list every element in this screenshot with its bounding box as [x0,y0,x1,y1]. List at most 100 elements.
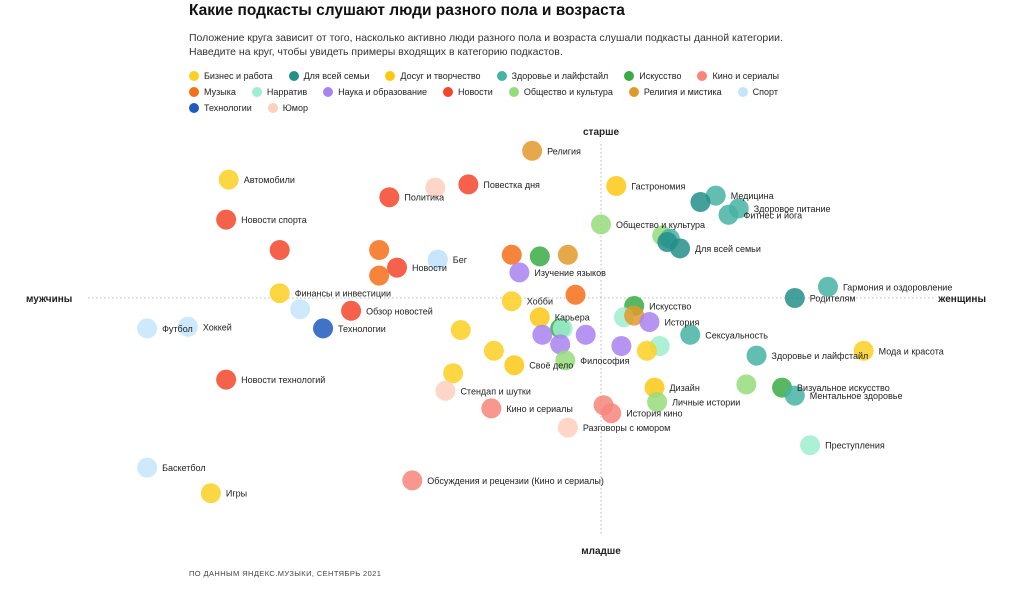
data-point[interactable] [313,318,334,339]
legend-swatch [628,87,639,97]
data-point[interactable] [555,350,576,371]
point-label: Фитнес и йога [744,210,803,220]
data-point[interactable] [680,324,701,345]
data-point[interactable] [200,483,221,504]
data-point[interactable] [218,169,239,190]
legend-label: Технологии [204,103,252,113]
data-point[interactable] [501,244,522,265]
data-point[interactable] [552,318,573,339]
point-label: История кино [626,409,682,419]
legend-item[interactable]: Религия и мистика [628,84,722,100]
data-point[interactable] [529,246,550,267]
data-point[interactable] [647,392,668,412]
data-point[interactable] [690,192,711,212]
data-point[interactable] [269,240,290,260]
data-point[interactable] [341,300,362,321]
data-point[interactable] [591,214,611,235]
data-point[interactable] [481,398,502,419]
source-note: ПО ДАННЫМ ЯНДЕКС.МУЗЫКИ, СЕНТЯБРЬ 2021 [189,569,382,578]
data-point[interactable] [450,320,471,340]
point-label: Бег [453,255,468,265]
legend-item[interactable]: Наука и образование [323,84,427,100]
data-point[interactable] [746,345,767,366]
legend-item[interactable]: Кино и сериалы [697,68,779,84]
legend-swatch [697,71,708,81]
point-label: Карьера [555,313,590,323]
legend-label: Здоровье и лайфстайл [511,71,609,81]
data-point[interactable] [427,249,448,270]
data-point[interactable] [624,305,645,326]
data-point[interactable] [532,324,553,345]
data-point[interactable] [216,369,237,390]
data-point[interactable] [529,307,550,328]
data-point[interactable] [443,363,464,384]
legend-item[interactable]: Спорт [737,84,778,100]
legend-item[interactable]: Для всей семьи [288,68,369,84]
point-label: Финансы и инвестиции [295,289,391,299]
data-point[interactable] [601,403,622,424]
data-point[interactable] [705,185,726,206]
point-label: Автомобили [244,175,295,185]
data-point[interactable] [784,385,805,406]
data-point[interactable] [177,316,198,337]
legend-swatch [737,87,748,97]
legend-item[interactable]: Досуг и творчество [385,68,481,84]
point-label: Гармония и оздоровление [843,282,952,292]
data-point[interactable] [557,244,578,265]
data-point[interactable] [458,174,479,195]
data-point[interactable] [611,336,632,356]
legend-item[interactable]: Искусство [624,68,681,84]
point-label: Здоровье и лайфстайл [772,351,869,361]
legend-item[interactable]: Юмор [267,100,308,116]
data-point[interactable] [137,318,158,339]
data-point[interactable] [565,284,586,305]
legend-item[interactable]: Здоровье и лайфстайл [496,68,609,84]
point-label: Хобби [527,297,553,307]
legend-item[interactable]: Новости [442,84,493,100]
data-point[interactable] [369,240,390,260]
data-point[interactable] [379,187,400,208]
data-point[interactable] [575,324,596,345]
data-point[interactable] [137,457,158,478]
data-point[interactable] [817,276,838,297]
data-point[interactable] [483,340,504,361]
legend-item[interactable]: Технологии [189,100,252,116]
legend-label: Кино и сериалы [712,71,780,81]
data-point[interactable] [853,340,874,361]
point-label: Политика [404,193,444,203]
data-point[interactable] [387,257,407,278]
data-point[interactable] [522,140,543,161]
point-label: Обзор новостей [366,306,433,316]
point-label: Баскетбол [162,463,206,473]
data-point[interactable] [784,288,805,308]
data-point[interactable] [557,417,578,438]
point-label: Сексуальность [705,330,768,340]
data-point[interactable] [718,204,739,225]
data-point[interactable] [369,265,390,286]
data-point[interactable] [550,334,571,355]
data-point[interactable] [606,176,627,196]
data-point[interactable] [269,283,290,304]
legend-item[interactable]: Бизнес и работа [189,68,273,84]
axis-label-right: женщины [937,294,986,305]
data-point[interactable] [501,291,522,312]
data-point[interactable] [639,312,660,332]
data-point[interactable] [216,209,237,230]
data-point[interactable] [290,299,311,320]
data-point[interactable] [670,238,691,259]
data-point[interactable] [800,435,821,456]
data-point[interactable] [402,470,423,491]
legend-label: Спорт [752,87,778,97]
point-label: Преступления [825,441,885,451]
chart-title: Какие подкасты слушают люди разного пола… [189,2,625,19]
data-point[interactable] [504,355,525,376]
legend-item[interactable]: Нарратив [251,84,307,100]
data-point[interactable] [636,340,657,361]
data-point[interactable] [736,374,757,395]
legend-item[interactable]: Музыка [189,84,236,100]
legend-swatch [189,103,199,113]
data-point[interactable] [435,380,456,401]
data-point[interactable] [425,177,446,198]
data-point[interactable] [509,262,530,283]
legend-item[interactable]: Общество и культура [508,84,613,100]
